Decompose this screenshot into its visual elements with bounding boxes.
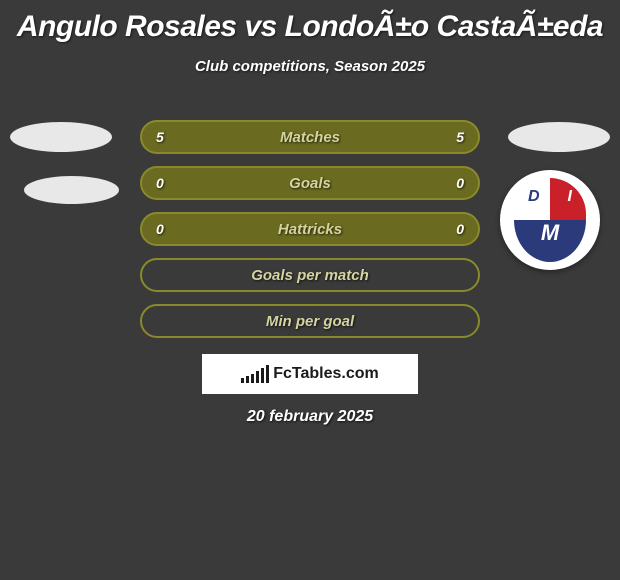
stat-bar: Min per goal [140,304,480,338]
player1-team-placeholder [24,176,119,204]
date-label: 20 february 2025 [247,408,373,426]
logo-bar-segment [266,365,269,383]
stat-right-value: 0 [444,221,464,237]
stat-right-value: 5 [444,129,464,145]
subtitle: Club competitions, Season 2025 [0,58,620,75]
player2-avatar-placeholder [508,122,610,152]
logo-bar-segment [256,371,259,383]
badge-letter-i: I [568,188,572,206]
team-badge-shield: D I M [514,178,586,262]
page-title: Angulo Rosales vs LondoÃ±o CastaÃ±eda [0,0,620,44]
fctables-logo[interactable]: FcTables.com [202,354,418,394]
logo-bar-segment [241,378,244,383]
stat-bar: Goals per match [140,258,480,292]
stat-label: Goals [289,175,331,192]
team-badge: D I M [500,170,600,270]
stat-label: Hattricks [278,221,342,238]
stat-label: Matches [280,129,340,146]
stat-left-value: 0 [156,221,176,237]
stats-list: 5 Matches 5 0 Goals 0 0 Hattricks 0 Goals per mat… [140,120,480,350]
stat-left-value: 0 [156,175,176,191]
logo-bar-segment [246,376,249,383]
badge-letter-m: M [541,220,559,246]
stat-bar: 0 Hattricks 0 [140,212,480,246]
logo-bar-segment [261,368,264,383]
stat-left-value: 5 [156,129,176,145]
logo-text: FcTables.com [273,365,379,383]
badge-letter-d: D [528,188,540,206]
player1-avatar-placeholder [10,122,112,152]
stat-bar: 5 Matches 5 [140,120,480,154]
logo-bars-icon [241,365,269,383]
stat-right-value: 0 [444,175,464,191]
stat-label: Goals per match [251,267,369,284]
stat-bar: 0 Goals 0 [140,166,480,200]
logo-bar-segment [251,374,254,383]
stat-label: Min per goal [266,313,354,330]
